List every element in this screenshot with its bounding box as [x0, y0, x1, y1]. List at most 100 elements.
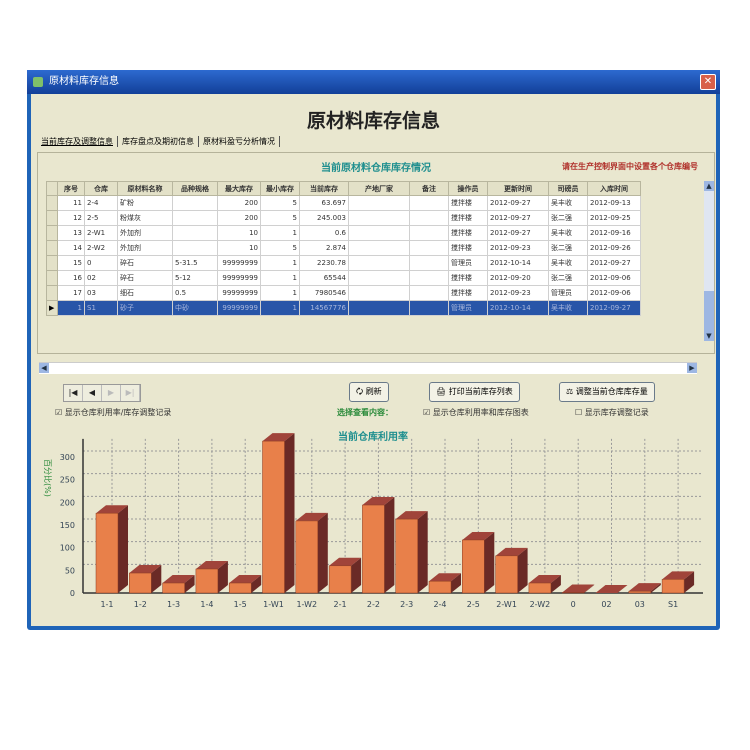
refresh-button[interactable]: 🗘 刷新: [349, 382, 389, 402]
scroll-up-button[interactable]: ▲: [704, 181, 714, 191]
tab-profit-loss[interactable]: 原材料盈亏分析情况: [199, 136, 280, 147]
close-button[interactable]: ✕: [700, 74, 716, 90]
table-cell[interactable]: [348, 285, 410, 301]
table-cell[interactable]: 吴丰收: [548, 255, 588, 271]
table-cell[interactable]: 03: [84, 285, 118, 301]
table-cell[interactable]: 2012-09-06: [587, 285, 641, 301]
table-cell[interactable]: 管理员: [448, 300, 488, 316]
table-cell[interactable]: 16: [57, 270, 85, 286]
table-cell[interactable]: 11: [57, 195, 85, 211]
show-records-checkbox[interactable]: ☑ 显示仓库利用率/库存调整记录: [55, 408, 172, 417]
horizontal-scrollbar[interactable]: ◀ ▶: [39, 362, 697, 374]
table-cell[interactable]: 2012-09-25: [587, 210, 641, 226]
table-cell[interactable]: 碎石: [117, 270, 173, 286]
table-cell[interactable]: 搅拌楼: [448, 195, 488, 211]
table-cell[interactable]: 搅拌楼: [448, 225, 488, 241]
table-cell[interactable]: 碎石: [117, 255, 173, 271]
table-cell[interactable]: 2012-10-14: [487, 255, 549, 271]
table-cell[interactable]: 5-12: [172, 270, 218, 286]
table-cell[interactable]: 17: [57, 285, 85, 301]
column-header[interactable]: 操作员: [448, 181, 488, 196]
table-cell[interactable]: 矿粉: [117, 195, 173, 211]
table-cell[interactable]: 02: [84, 270, 118, 286]
table-cell[interactable]: 2-W1: [84, 225, 118, 241]
table-cell[interactable]: 63.697: [299, 195, 349, 211]
column-header[interactable]: 当前库存: [299, 181, 349, 196]
table-cell[interactable]: 15: [57, 255, 85, 271]
table-cell[interactable]: 99999999: [217, 285, 261, 301]
table-cell[interactable]: 10: [217, 225, 261, 241]
column-header[interactable]: 序号: [57, 181, 85, 196]
table-cell[interactable]: 2012-10-14: [487, 300, 549, 316]
table-cell[interactable]: 200: [217, 195, 261, 211]
table-cell[interactable]: [348, 255, 410, 271]
table-cell[interactable]: 14567776: [299, 300, 349, 316]
column-header[interactable]: 仓库: [84, 181, 118, 196]
table-cell[interactable]: [172, 240, 218, 256]
table-cell[interactable]: 张二强: [548, 210, 588, 226]
show-adjust-checkbox[interactable]: ☐ 显示库存调整记录: [575, 408, 649, 417]
prev-record-button[interactable]: ◀: [83, 385, 102, 401]
table-row[interactable]: 12 2-5 粉煤灰 200 5 245.003 搅拌楼 2012-09-27 张二强 2012-…: [46, 210, 641, 226]
table-cell[interactable]: 外加剂: [117, 240, 173, 256]
table-cell[interactable]: 14: [57, 240, 85, 256]
table-cell[interactable]: 2012-09-27: [487, 195, 549, 211]
vertical-scrollbar[interactable]: ▲ ▼: [704, 181, 714, 341]
table-cell[interactable]: 外加剂: [117, 225, 173, 241]
table-cell[interactable]: 中砂: [172, 300, 218, 316]
table-cell[interactable]: 7980546: [299, 285, 349, 301]
table-cell[interactable]: 1: [57, 300, 85, 316]
table-cell[interactable]: [348, 195, 410, 211]
table-cell[interactable]: 2012-09-23: [487, 285, 549, 301]
column-header[interactable]: 原材料名称: [117, 181, 173, 196]
table-cell[interactable]: S1: [84, 300, 118, 316]
table-cell[interactable]: 2230.78: [299, 255, 349, 271]
table-row[interactable]: 17 03 细石 0.5 99999999 1 7980546 搅拌楼 2012-09-23 管理…: [46, 285, 641, 301]
table-cell[interactable]: 99999999: [217, 270, 261, 286]
last-record-button[interactable]: ▶|: [121, 385, 140, 401]
table-cell[interactable]: 2012-09-26: [587, 240, 641, 256]
table-cell[interactable]: 1: [260, 270, 300, 286]
table-cell[interactable]: 吴丰收: [548, 195, 588, 211]
table-cell[interactable]: 65544: [299, 270, 349, 286]
table-cell[interactable]: 1: [260, 285, 300, 301]
table-cell[interactable]: 2012-09-20: [487, 270, 549, 286]
adjust-stock-button[interactable]: ⚖ 调整当前仓库库存量: [559, 382, 655, 402]
table-cell[interactable]: 245.003: [299, 210, 349, 226]
table-cell[interactable]: 2012-09-06: [587, 270, 641, 286]
table-cell[interactable]: 0: [84, 255, 118, 271]
table-row[interactable]: 15 0 碎石 5-31.5 99999999 1 2230.78 管理员 2012-10-14…: [46, 255, 641, 271]
table-cell[interactable]: 13: [57, 225, 85, 241]
table-cell[interactable]: [409, 255, 449, 271]
table-cell[interactable]: 99999999: [217, 255, 261, 271]
table-cell[interactable]: [172, 210, 218, 226]
column-header[interactable]: 最小库存: [260, 181, 300, 196]
column-header[interactable]: 司磅员: [548, 181, 588, 196]
table-cell[interactable]: [348, 270, 410, 286]
column-header[interactable]: 入库时间: [587, 181, 641, 196]
table-cell[interactable]: 200: [217, 210, 261, 226]
tab-stocktaking[interactable]: 库存盘点及期初信息: [118, 136, 199, 147]
table-cell[interactable]: 1: [260, 300, 300, 316]
table-cell[interactable]: 2012-09-16: [587, 225, 641, 241]
table-cell[interactable]: 1: [260, 255, 300, 271]
table-cell[interactable]: [348, 210, 410, 226]
table-cell[interactable]: 吴丰收: [548, 300, 588, 316]
table-cell[interactable]: 搅拌楼: [448, 285, 488, 301]
table-cell[interactable]: [409, 195, 449, 211]
column-header[interactable]: 产地厂家: [348, 181, 410, 196]
table-cell[interactable]: 2012-09-27: [587, 255, 641, 271]
table-cell[interactable]: 12: [57, 210, 85, 226]
table-cell[interactable]: [348, 240, 410, 256]
table-row[interactable]: ▶ 1 S1 砂子 中砂 99999999 1 14567776 管理员 2012-10-14 吴丰…: [46, 300, 641, 316]
table-cell[interactable]: [409, 285, 449, 301]
table-cell[interactable]: 张二强: [548, 270, 588, 286]
table-cell[interactable]: 2-4: [84, 195, 118, 211]
scroll-down-button[interactable]: ▼: [704, 331, 714, 341]
table-cell[interactable]: 2-5: [84, 210, 118, 226]
column-header[interactable]: 品种规格: [172, 181, 218, 196]
table-cell[interactable]: [409, 270, 449, 286]
table-cell[interactable]: 99999999: [217, 300, 261, 316]
table-cell[interactable]: 2.874: [299, 240, 349, 256]
table-row[interactable]: 13 2-W1 外加剂 10 1 0.6 搅拌楼 2012-09-27 吴丰收 2012-09-1…: [46, 225, 641, 241]
